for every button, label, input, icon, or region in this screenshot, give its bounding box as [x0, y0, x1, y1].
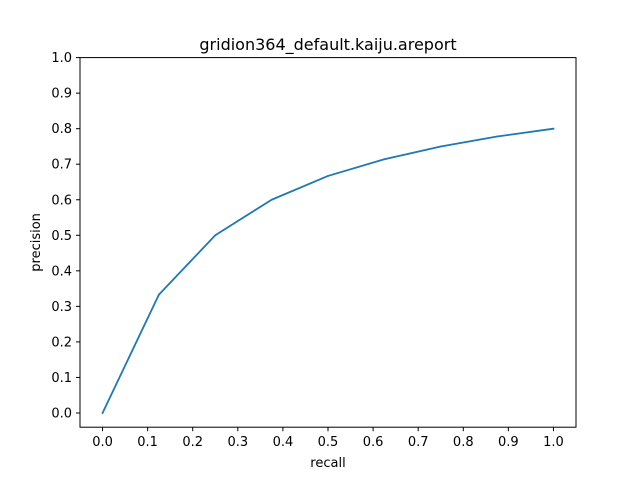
y-tick-label: 0.2 — [51, 335, 72, 350]
data-point — [327, 175, 329, 177]
x-tick-label: 1.0 — [543, 435, 564, 450]
data-point — [270, 198, 273, 201]
x-tick-label: 0.3 — [227, 435, 248, 450]
y-tick-label: 0.4 — [51, 264, 72, 279]
x-tick-label: 0.4 — [273, 435, 294, 450]
series-line — [101, 127, 555, 414]
y-tick-label: 0.8 — [51, 122, 72, 137]
x-tick-label: 0.1 — [137, 435, 158, 450]
x-tick-label: 0.9 — [498, 435, 519, 450]
data-point — [439, 145, 442, 148]
x-axis-label: recall — [310, 456, 345, 471]
data-point — [552, 127, 555, 130]
data-point — [214, 234, 217, 237]
y-tick-label: 0.1 — [51, 371, 72, 386]
y-tick-label: 0.9 — [51, 87, 72, 102]
y-axis-label: precision — [29, 213, 44, 272]
x-tick-label: 0.0 — [92, 435, 113, 450]
plot-area-frame — [79, 57, 577, 428]
y-tick-label: 1.0 — [51, 51, 72, 66]
y-tick-label: 0.5 — [51, 229, 72, 244]
x-tick-label: 0.2 — [182, 435, 203, 450]
y-tick-label: 0.6 — [51, 193, 72, 208]
x-tick-label: 0.7 — [408, 435, 429, 450]
y-axis: 0.0 0.1 0.2 0.3 0.4 0.5 0.6 0.7 0.8 0.9 1.0 — [51, 51, 80, 421]
data-point — [496, 135, 498, 138]
series-layer — [101, 127, 555, 414]
y-tick-label: 0.7 — [51, 158, 72, 173]
data-point — [383, 158, 386, 161]
x-tick-label: 0.5 — [318, 435, 339, 450]
y-tick-label: 0.3 — [51, 300, 72, 315]
data-point — [101, 412, 104, 414]
x-axis: 0.0 0.1 0.2 0.3 0.4 0.5 0.6 0.7 0.8 0.9 1.0 — [92, 427, 564, 450]
chart-title: gridion364_default.kaiju.areport — [199, 35, 456, 55]
y-tick-label: 0.0 — [51, 406, 72, 421]
x-tick-label: 0.6 — [363, 435, 384, 450]
x-tick-label: 0.8 — [453, 435, 474, 450]
data-point — [158, 293, 160, 296]
